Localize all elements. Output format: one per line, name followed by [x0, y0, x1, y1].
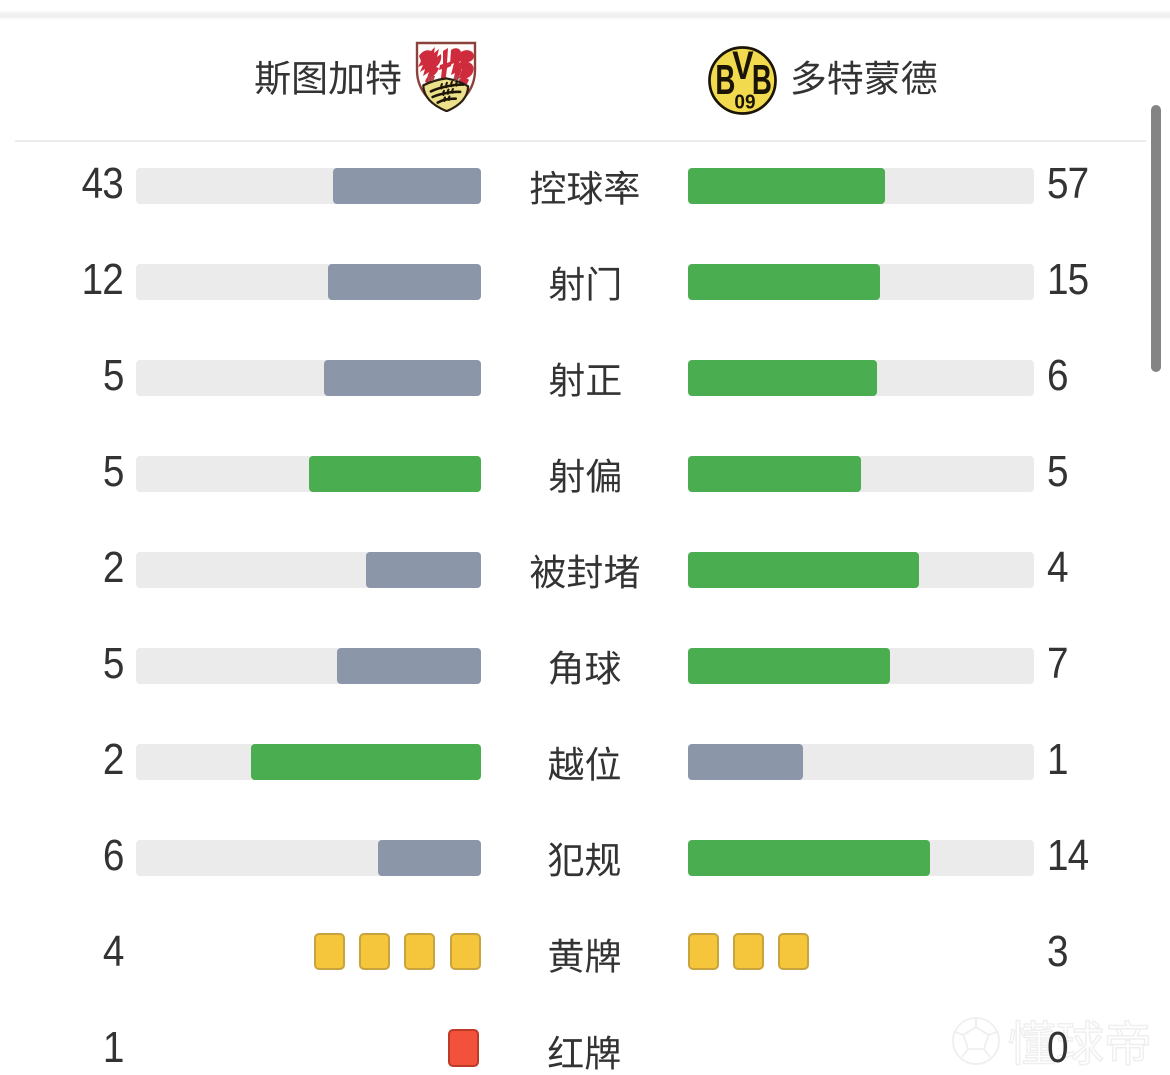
svg-text:V: V [732, 46, 753, 88]
svg-text:09: 09 [734, 91, 755, 114]
svg-text:B: B [715, 56, 735, 103]
svg-text:B: B [752, 56, 772, 103]
svg-text:93: 93 [454, 77, 461, 83]
svg-text:18: 18 [427, 77, 434, 83]
